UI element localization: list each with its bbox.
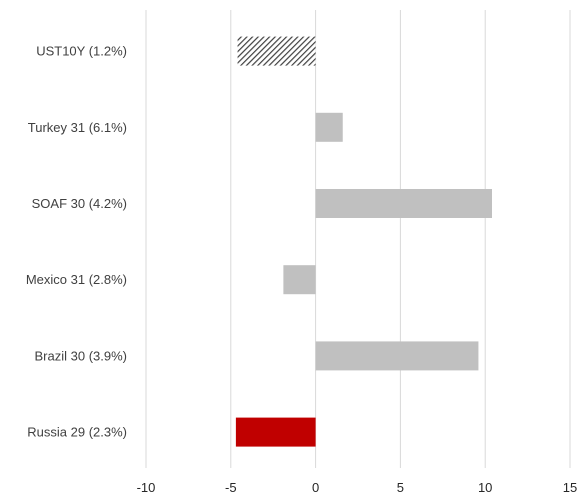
x-tick-label: 0 [312,480,319,495]
x-tick-label: -10 [137,480,156,495]
category-label: Mexico 31 (2.8%) [26,272,127,287]
bar [315,341,479,371]
bar [237,36,316,66]
bar [283,265,316,295]
category-label: Russia 29 (2.3%) [27,425,127,440]
bar [315,189,492,218]
gridlines [145,10,571,468]
x-axis-tick-labels: -10 -5 0 5 10 15 [137,480,578,495]
category-label: Turkey 31 (6.1%) [28,120,127,135]
bars [235,36,492,447]
x-tick-label: 5 [397,480,404,495]
category-label: UST10Y (1.2%) [36,44,127,59]
x-tick-label: 10 [478,480,492,495]
category-label: SOAF 30 (4.2%) [32,196,127,211]
x-tick-label: 15 [563,480,577,495]
category-labels: UST10Y (1.2%) Turkey 31 (6.1%) SOAF 30 (4.… [26,44,127,440]
bar [315,112,343,142]
bar [235,417,316,447]
category-label: Brazil 30 (3.9%) [35,348,127,363]
x-tick-label: -5 [225,480,237,495]
